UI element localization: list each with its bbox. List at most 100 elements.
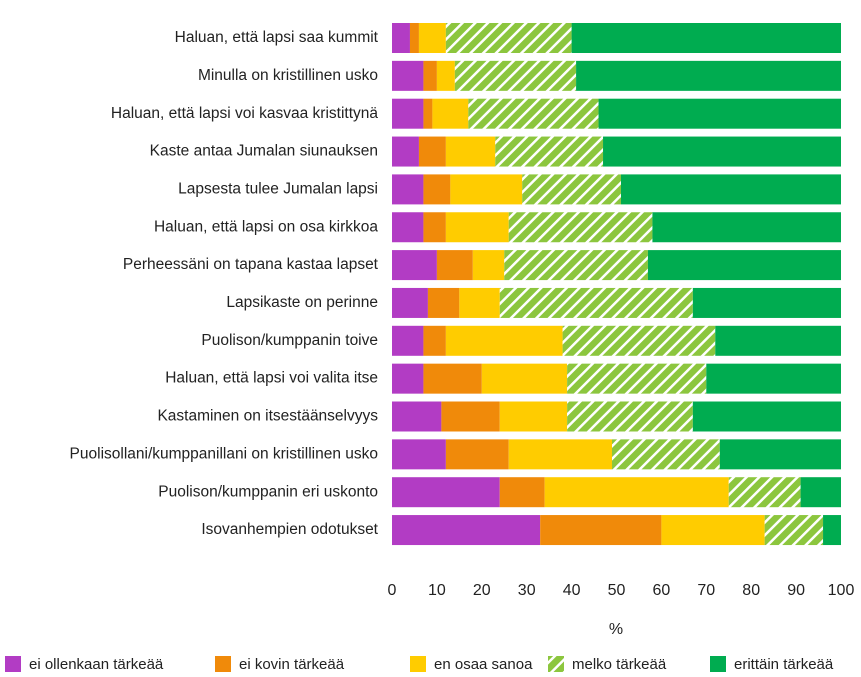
bar-segment bbox=[423, 325, 446, 356]
bar-segment bbox=[392, 439, 446, 470]
bar-segment bbox=[706, 363, 841, 394]
x-tick-label: 10 bbox=[428, 582, 446, 599]
x-tick-label: 50 bbox=[608, 582, 626, 599]
bar-segment bbox=[445, 212, 509, 243]
category-label: Lapsikaste on perinne bbox=[226, 294, 378, 311]
bar-segment bbox=[423, 174, 451, 205]
category-label: Haluan, että lapsi voi valita itse bbox=[165, 370, 378, 387]
x-tick-label: 60 bbox=[653, 582, 671, 599]
bar-segment bbox=[459, 287, 500, 318]
bar-segment bbox=[423, 60, 437, 91]
bar-segment bbox=[392, 174, 424, 205]
bar-segment bbox=[661, 515, 765, 546]
bar-segment bbox=[522, 174, 621, 205]
bar-segment bbox=[432, 98, 469, 129]
legend-label: erittäin tärkeää bbox=[734, 656, 834, 673]
bar-segment bbox=[468, 98, 599, 129]
bar-segment bbox=[427, 287, 460, 318]
x-tick-label: 40 bbox=[563, 582, 581, 599]
bar-segment bbox=[620, 174, 841, 205]
bar-segment bbox=[603, 136, 841, 167]
bar-segment bbox=[715, 325, 841, 356]
category-label: Haluan, että lapsi saa kummit bbox=[175, 29, 379, 46]
bar-segment bbox=[481, 363, 568, 394]
category-label: Puolison/kumppanin toive bbox=[201, 332, 378, 349]
bar-segment bbox=[544, 477, 729, 508]
bar-segment bbox=[436, 250, 473, 281]
x-tick-label: 90 bbox=[787, 582, 805, 599]
bar-segment bbox=[567, 363, 707, 394]
bar-segment bbox=[567, 401, 693, 432]
bar-segment bbox=[392, 136, 419, 167]
bar-segment bbox=[392, 515, 541, 546]
bar-segment bbox=[445, 439, 509, 470]
x-tick-label: 0 bbox=[388, 582, 397, 599]
legend-swatch bbox=[5, 656, 21, 672]
bar-segment bbox=[728, 477, 801, 508]
bar-segment bbox=[392, 250, 437, 281]
bar-segment bbox=[719, 439, 841, 470]
bar-segment bbox=[508, 439, 613, 470]
bar-segment bbox=[392, 477, 500, 508]
bar-segment bbox=[418, 23, 446, 53]
bar-segment bbox=[392, 98, 424, 129]
legend-swatch bbox=[710, 656, 726, 672]
x-tick-label: 70 bbox=[697, 582, 715, 599]
category-label: Perheessäni on tapana kastaa lapset bbox=[123, 256, 379, 273]
bar-segment bbox=[392, 401, 442, 432]
category-label: Puolison/kumppanin eri uskonto bbox=[158, 483, 378, 500]
bar-segment bbox=[692, 287, 841, 318]
legend-label: en osaa sanoa bbox=[434, 656, 533, 673]
bar-segment bbox=[504, 250, 648, 281]
bar-segment bbox=[499, 477, 545, 508]
bar-segment bbox=[392, 325, 424, 356]
bar-segment bbox=[423, 212, 446, 243]
bar-segment bbox=[450, 174, 523, 205]
bar-segment bbox=[441, 401, 500, 432]
bar-segment bbox=[571, 23, 841, 53]
bar-segment bbox=[472, 250, 505, 281]
legend-label: melko tärkeää bbox=[572, 656, 667, 673]
category-label: Lapsesta tulee Jumalan lapsi bbox=[178, 180, 378, 197]
bar-segment bbox=[392, 60, 424, 91]
bar-segment bbox=[454, 60, 577, 91]
bar-segment bbox=[409, 23, 419, 53]
bar-segment bbox=[823, 515, 841, 546]
bar-segment bbox=[562, 325, 716, 356]
bar-segment bbox=[576, 60, 841, 91]
category-label: Puolisollani/kumppanillani on kristillin… bbox=[70, 445, 378, 462]
bar-segment bbox=[445, 23, 572, 53]
bar-segment bbox=[392, 287, 428, 318]
x-axis-label: % bbox=[609, 621, 623, 638]
bar-segment bbox=[418, 136, 446, 167]
legend-swatch bbox=[215, 656, 231, 672]
bar-segment bbox=[499, 287, 693, 318]
legend-swatch bbox=[410, 656, 426, 672]
bar-segment bbox=[423, 363, 482, 394]
bar-segment bbox=[800, 477, 841, 508]
category-label: Isovanhempien odotukset bbox=[201, 521, 378, 538]
legend-label: ei ollenkaan tärkeää bbox=[29, 656, 164, 673]
bar-segment bbox=[612, 439, 720, 470]
x-tick-label: 20 bbox=[473, 582, 491, 599]
bar-segment bbox=[764, 515, 824, 546]
bar-segment bbox=[692, 401, 841, 432]
legend-swatch bbox=[548, 656, 564, 672]
bar-segment bbox=[652, 212, 841, 243]
bar-segment bbox=[540, 515, 662, 546]
bar-segment bbox=[436, 60, 455, 91]
legend-label: ei kovin tärkeää bbox=[239, 656, 345, 673]
bar-segment bbox=[445, 136, 496, 167]
category-label: Haluan, että lapsi on osa kirkkoa bbox=[154, 218, 378, 235]
bar-segment bbox=[423, 98, 433, 129]
bar-segment bbox=[392, 23, 410, 53]
bar-segment bbox=[598, 98, 841, 129]
category-label: Minulla on kristillinen usko bbox=[198, 67, 378, 84]
bar-segment bbox=[445, 325, 563, 356]
bar-segment bbox=[499, 401, 568, 432]
bar-segment bbox=[392, 212, 424, 243]
x-tick-label: 100 bbox=[828, 582, 855, 599]
bar-segment bbox=[647, 250, 841, 281]
category-label: Kaste antaa Jumalan siunauksen bbox=[150, 143, 378, 160]
